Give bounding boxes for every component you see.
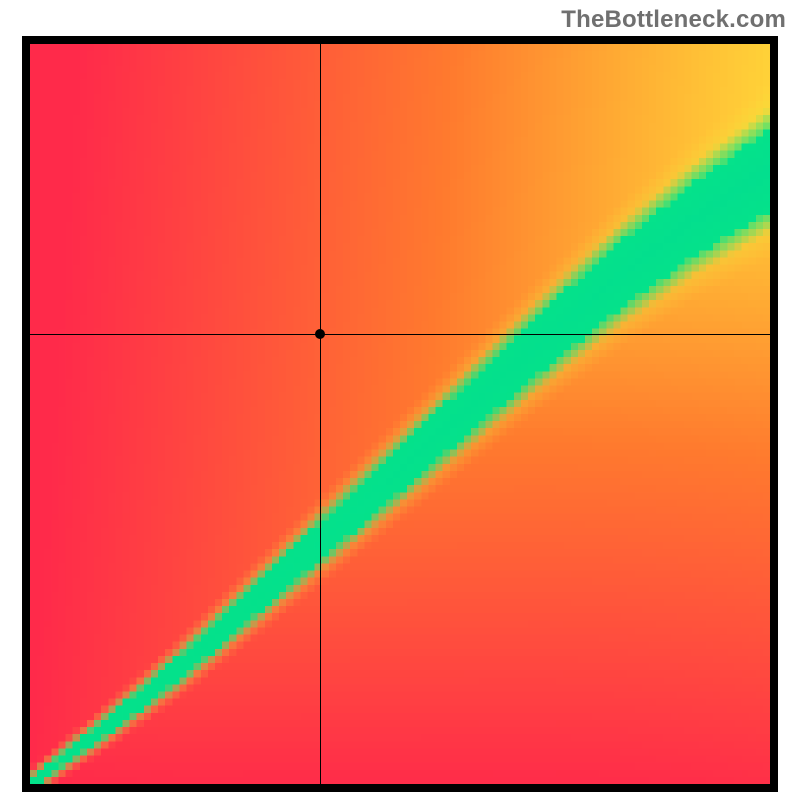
watermark-text: TheBottleneck.com bbox=[561, 6, 786, 34]
plot-frame bbox=[22, 36, 778, 792]
heatmap-canvas bbox=[30, 44, 770, 784]
crosshair-marker-dot bbox=[315, 329, 325, 339]
crosshair-horizontal bbox=[30, 334, 770, 335]
crosshair-vertical bbox=[320, 44, 321, 784]
